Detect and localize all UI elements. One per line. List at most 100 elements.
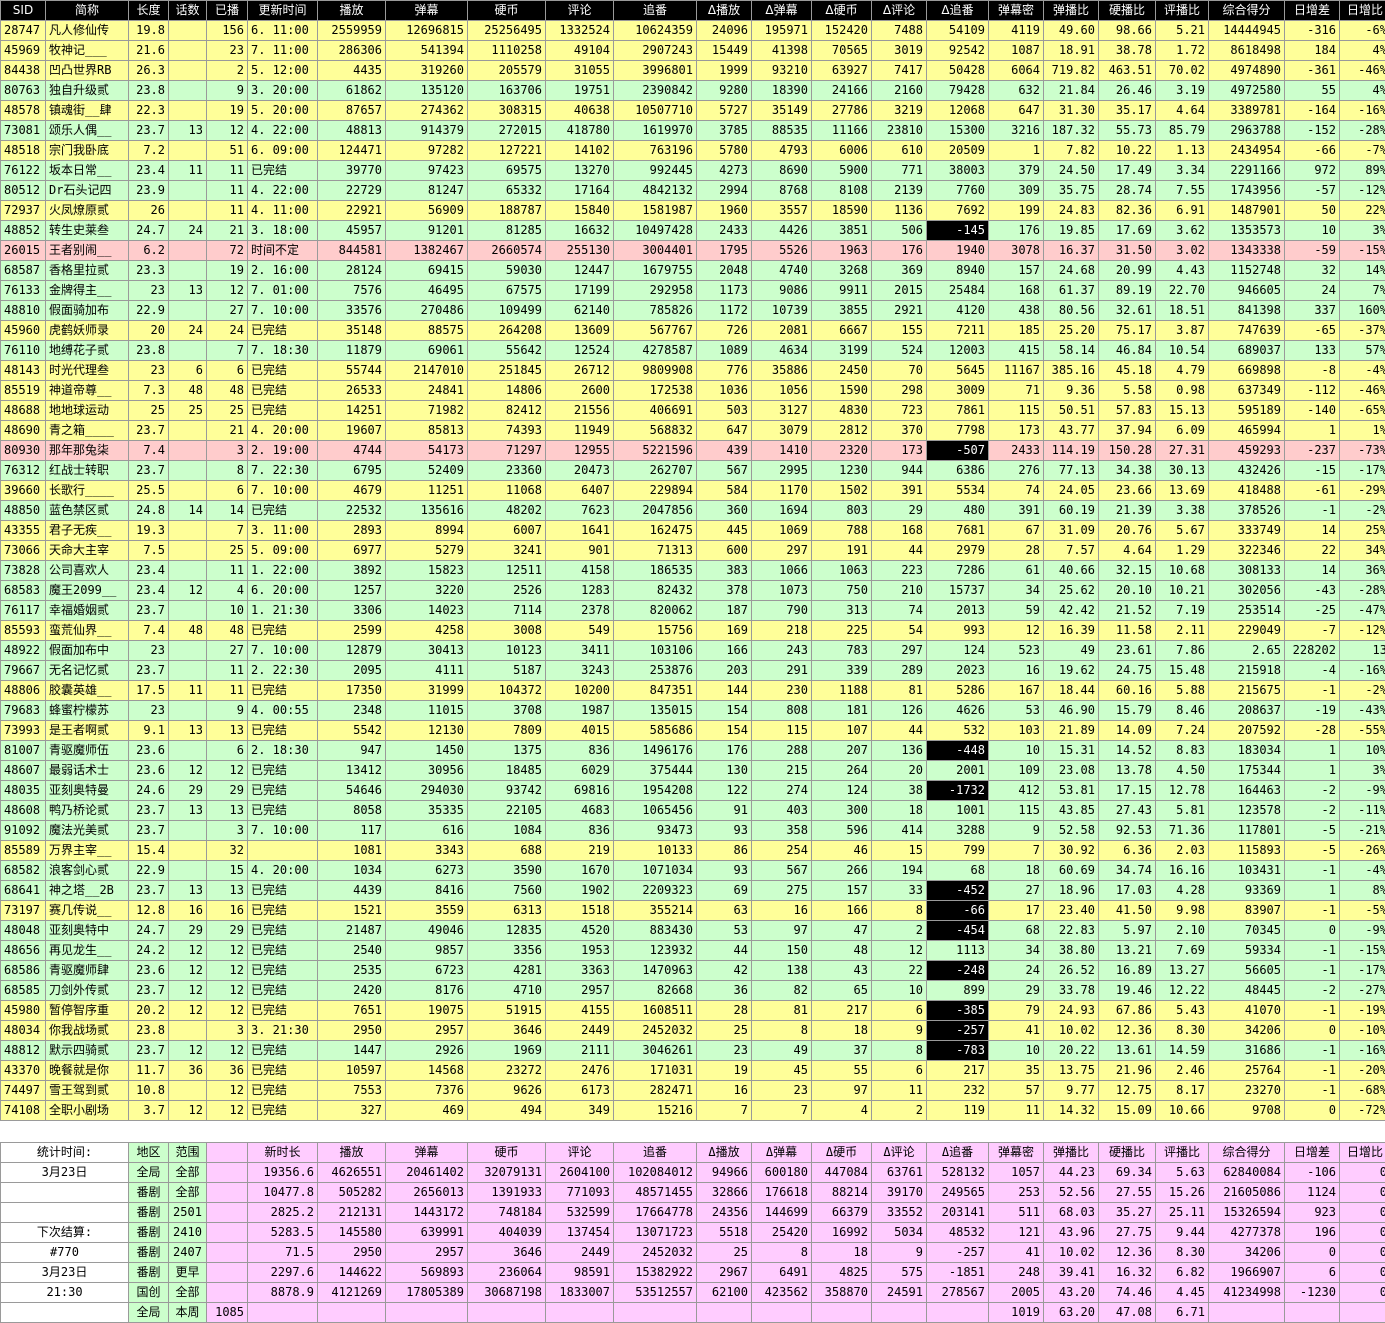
column-header[interactable]: 硬播比 [1098,0,1156,21]
table-row[interactable]: 45960 虎鹤妖师录 20 24 24 已完结 35148 88575 264208 13609… [0,320,1385,341]
column-header[interactable]: 追番 [613,0,697,21]
table-cell: 54646 [317,780,386,801]
column-header[interactable]: Δ评论 [871,0,927,21]
table-row[interactable]: 45980 暂停智序重 20.2 12 12 已完结 7651 19075 51915 4155 1… [0,1000,1385,1021]
table-row[interactable]: 48143 时光代理叁 23 6 6 已完结 55744 2147010 251845 26712… [0,360,1385,381]
table-row[interactable]: 68587 香格里拉贰 23.3 19 2. 16:00 28124 69415 59030 1… [0,260,1385,281]
table-row[interactable]: 76133 金牌得主__ 23 13 12 7. 01:00 7576 46495 67575 1… [0,280,1385,301]
table-cell: 610 [871,140,927,161]
column-header[interactable]: 综合得分 [1208,0,1285,21]
table-row[interactable]: 48608 鸭乃桥论贰 23.7 13 13 已完结 8058 35335 22105 4683 1… [0,800,1385,821]
table-cell: 217 [926,1060,989,1081]
column-header[interactable]: 更新时间 [247,0,318,21]
table-row[interactable]: 81007 青驱魔师伍 23.6 6 2. 18:30 947 1450 1375 836 149… [0,740,1385,761]
column-header[interactable]: 弹播比 [1043,0,1099,21]
column-header[interactable]: 已播 [206,0,248,21]
table-row[interactable]: 76110 地缚花子贰 23.8 7 7. 18:30 11879 69061 55642 12… [0,340,1385,361]
table-row[interactable]: 43355 君子无疾__ 19.3 7 3. 11:00 2893 8994 6007 1641… [0,520,1385,541]
table-row[interactable]: 48578 镇魂街__肆 22.3 19 5. 20:00 87657 274362 3083… [0,100,1385,121]
table-row[interactable]: 74108 全职小剧场 3.7 12 12 已完结 327 469 494 349 15216 7 7 4… [0,1100,1385,1121]
column-header[interactable]: 评播比 [1155,0,1209,21]
table-row[interactable]: 73081 颂乐人偶__ 23.7 13 12 4. 22:00 48813 914379 27… [0,120,1385,141]
table-row[interactable]: 48850 蓝色禁区贰 24.8 14 14 已完结 22532 135616 48202 762… [0,500,1385,521]
table-cell: 4015 [545,720,614,741]
table-row[interactable]: 48048 亚刻奥特中 24.7 29 29 已完结 21487 49046 12835 4520… [0,920,1385,941]
table-row[interactable]: 45969 牧神记___ 21.6 23 7. 11:00 286306 541394 111… [0,40,1385,61]
table-row[interactable]: 72937 火凤燎原贰 26 11 4. 11:00 22921 56909 188787 15… [0,200,1385,221]
column-header[interactable]: Δ播放 [696,0,752,21]
table-row[interactable]: 80930 那年那兔柒 7.4 3 2. 19:00 4744 54173 71297 1295… [0,440,1385,461]
table-row[interactable]: 68585 刀剑外传贰 23.7 12 12 已完结 2420 8176 4710 2957 826… [0,980,1385,1001]
table-row[interactable]: 68586 青驱魔师肆 23.6 12 12 已完结 2535 6723 4281 3363 147… [0,960,1385,981]
table-row[interactable]: 85593 蛮荒仙界__ 7.4 48 48 已完结 2599 4258 3008 549 1575… [0,620,1385,641]
table-row[interactable]: 48607 最弱话术士 23.6 12 12 已完结 13412 30956 18485 6029… [0,760,1385,781]
table-row[interactable]: 76312 红战士转职 23.7 8 7. 22:30 6795 52409 23360 204… [0,460,1385,481]
table-row[interactable]: 73066 天命大主宰 7.5 25 5. 09:00 6977 5279 3241 901 71… [0,540,1385,561]
column-header[interactable]: 简称 [45,0,129,21]
table-cell: 1066 [751,560,812,581]
column-header[interactable]: 评论 [545,0,614,21]
table-row[interactable]: 73828 公司喜欢人 23.4 11 1. 22:00 3892 15823 12511 41… [0,560,1385,581]
column-header[interactable]: 弹幕 [385,0,468,21]
table-cell: 26.3 [128,60,169,81]
table-row[interactable]: 48852 转生史莱叁 24.7 24 21 3. 18:00 45957 91201 8128… [0,220,1385,241]
table-row[interactable]: 48806 胶囊英雄__ 17.5 11 11 已完结 17350 31999 104372 10… [0,680,1385,701]
table-row[interactable]: 79683 蜂蜜柠檬苏 23 9 4. 00:55 2348 11015 3708 1987 13… [0,700,1385,721]
column-header[interactable]: 播放 [317,0,386,21]
table-row[interactable]: 48690 青之箱____ 23.7 21 4. 20:00 19607 85813 7439… [0,420,1385,441]
table-row[interactable]: 74497 雪王驾到贰 10.8 12 已完结 7553 7376 9626 6173 28247… [0,1080,1385,1101]
table-row[interactable]: 79667 无名记忆贰 23.7 11 2. 22:30 2095 4111 5187 3243… [0,660,1385,681]
table-row[interactable]: 48810 假面骑加布 22.9 27 7. 10:00 33576 270486 10949… [0,300,1385,321]
table-cell: 47 [811,920,872,941]
column-header[interactable]: SID [0,0,46,21]
table-row[interactable]: 48656 再见龙生__ 24.2 12 12 已完结 2540 9857 3356 1953 12… [0,940,1385,961]
column-header[interactable]: 日增比 [1339,0,1385,21]
table-cell [168,260,207,281]
table-row[interactable]: 48034 你我战场贰 23.8 3 3. 21:30 2950 2957 3646 2449 2… [0,1020,1385,1041]
table-row[interactable]: 85589 万界主宰__ 15.4 32 1081 3343 688 219 10133 86 25… [0,840,1385,861]
table-cell: 已完结 [247,1000,318,1021]
table-row[interactable]: 48035 亚刻奥特曼 24.6 29 29 已完结 54646 294030 93742 698… [0,780,1385,801]
column-header[interactable]: 长度 [128,0,169,21]
table-row[interactable]: 73993 是王者啊贰 9.1 13 13 已完结 5542 12130 7809 4015 585… [0,720,1385,741]
table-cell: 你我战场贰 [45,1020,129,1041]
table-row[interactable]: 84438 凹凸世界RB 26.3 2 5. 12:00 4435 319260 205579… [0,60,1385,81]
summary-row: 下次结算: 番剧 2410 5283.5 145580 639991 404039 13745… [0,1222,1385,1243]
column-header[interactable]: Δ硬币 [811,0,872,21]
column-header[interactable]: 话数 [168,0,207,21]
table-cell: 19.3 [128,520,169,541]
table-cell: 5780 [696,140,752,161]
table-row[interactable]: 39660 长歌行____ 25.5 6 7. 10:00 4679 11251 11068 6… [0,480,1385,501]
table-row[interactable]: 68582 浪客剑心贰 22.9 15 4. 20:00 1034 6273 3590 1670… [0,860,1385,881]
table-row[interactable]: 43370 晚餐就是你 11.7 36 36 已完结 10597 14568 23272 2476… [0,1060,1385,1081]
table-row[interactable]: 48922 假面加布中 23 27 7. 10:00 12879 30413 10123 341… [0,640,1385,661]
table-cell: 567 [751,860,812,881]
column-header[interactable]: Δ弹幕 [751,0,812,21]
table-row[interactable]: 91092 魔法光美贰 23.7 3 7. 10:00 117 616 1084 836 9347… [0,820,1385,841]
table-cell: 48688 [0,400,46,421]
table-row[interactable]: 26015 王者别闹__ 6.2 72 时间不定 844581 1382467 2660574… [0,240,1385,261]
table-cell: 35 [988,1060,1044,1081]
summary-cell: 全局 [128,1162,169,1183]
column-header[interactable]: 日增差 [1284,0,1340,21]
table-row[interactable]: 28747 凡人修仙传 19.8 156 6. 11:00 2559959 12696815… [0,20,1385,41]
table-row[interactable]: 48518 宗门我卧底 7.2 51 6. 09:00 124471 97282 127221… [0,140,1385,161]
table-row[interactable]: 76122 坂本日常__ 23.4 11 11 已完结 39770 97423 69575 132… [0,160,1385,181]
table-cell: 2.46 [1155,1060,1209,1081]
column-header[interactable]: Δ追番 [926,0,989,21]
table-row[interactable]: 73197 赛几传说__ 12.8 16 16 已完结 1521 3559 6313 1518 35… [0,900,1385,921]
table-row[interactable]: 68583 魔王2099__ 23.4 12 4 6. 20:00 1257 3220 2526… [0,580,1385,601]
table-row[interactable]: 48812 默示四骑贰 23.7 12 12 已完结 1447 2926 1969 2111 304… [0,1040,1385,1061]
table-cell: 已完结 [247,780,318,801]
table-cell: 8994 [385,520,468,541]
column-header[interactable]: 弹幕密 [988,0,1044,21]
table-row[interactable]: 76117 幸福婚姻贰 23.7 10 1. 21:30 3306 14023 7114 237… [0,600,1385,621]
table-row[interactable]: 68641 神之塔__2B 23.7 13 13 已完结 4439 8416 7560 1902 2… [0,880,1385,901]
table-row[interactable]: 48688 地地球运动 25 25 25 已完结 14251 71982 82412 21556 4… [0,400,1385,421]
table-row[interactable]: 85519 神道帝尊__ 7.3 48 48 已完结 26533 24841 14806 2600… [0,380,1385,401]
table-row[interactable]: 80512 Dr石头记四 23.9 11 4. 22:00 22729 81247 65332… [0,180,1385,201]
column-header[interactable]: 硬币 [467,0,546,21]
table-cell: 73081 [0,120,46,141]
table-row[interactable]: 80763 独自升级贰 23.8 9 3. 20:00 61862 135120 163706… [0,80,1385,101]
table-cell: -16% [1339,1040,1385,1061]
